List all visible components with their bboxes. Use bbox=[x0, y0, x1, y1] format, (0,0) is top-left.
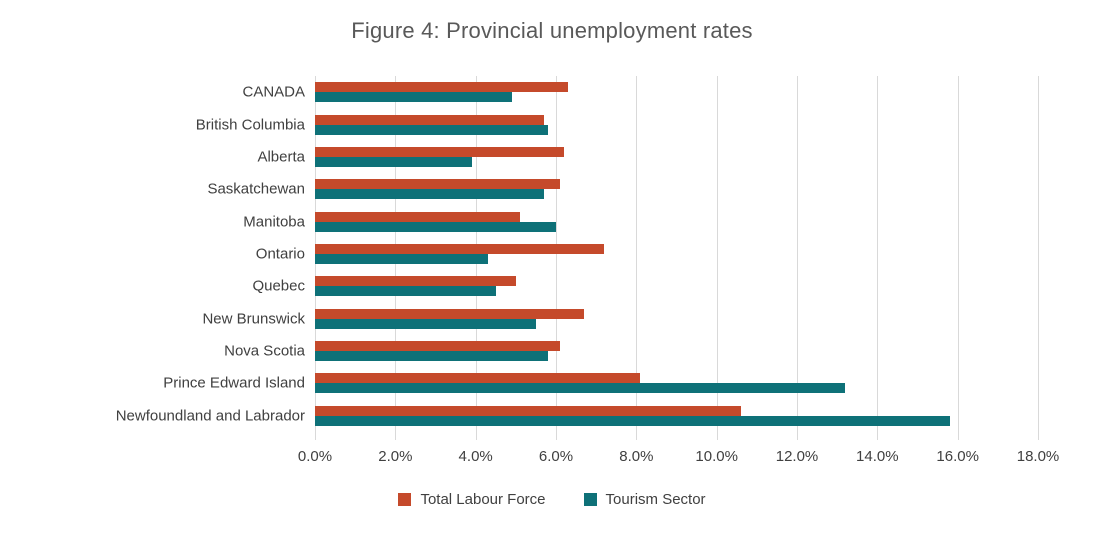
bar-total-labour-force bbox=[315, 276, 516, 287]
gridline bbox=[636, 76, 638, 432]
category-label: CANADA bbox=[242, 83, 305, 101]
bar-row bbox=[315, 76, 1038, 108]
axis-tick bbox=[636, 432, 638, 440]
bar-tourism-sector bbox=[315, 415, 950, 426]
bar-total-labour-force bbox=[315, 82, 569, 93]
axis-tick bbox=[957, 432, 959, 440]
category-label: British Columbia bbox=[195, 116, 305, 134]
category-axis: CANADA British Columbia Alberta Saskatchewa… bbox=[0, 76, 305, 432]
legend-swatch-tourism-sector bbox=[583, 493, 597, 506]
legend-label: Total Labour Force bbox=[420, 491, 546, 508]
bar-tourism-sector bbox=[315, 124, 548, 135]
gridline bbox=[556, 76, 557, 432]
chart-title: Figure 4: Provincial unemployment rates bbox=[351, 18, 753, 43]
bar-tourism-sector bbox=[315, 351, 548, 362]
bar-row bbox=[315, 205, 1038, 237]
x-tick-label: 4.0% bbox=[458, 448, 493, 465]
x-tick-label: 10.0% bbox=[695, 448, 738, 465]
legend-item-tourism-sector: Tourism Sector bbox=[583, 491, 706, 508]
legend: Total Labour Force Tourism Sector bbox=[0, 491, 1104, 508]
bar-total-labour-force bbox=[315, 308, 585, 319]
legend-swatch-total-labour-force bbox=[398, 493, 412, 506]
bar-tourism-sector bbox=[315, 156, 472, 167]
x-tick-label: 0.0% bbox=[297, 448, 333, 465]
x-tick-label: 18.0% bbox=[1016, 448, 1060, 465]
x-tick-label: 16.0% bbox=[936, 448, 979, 465]
bar-row bbox=[315, 108, 1038, 140]
category-label: Alberta bbox=[257, 148, 305, 166]
bar-row bbox=[315, 367, 1038, 399]
category-label: Quebec bbox=[252, 277, 305, 295]
legend-label: Tourism Sector bbox=[605, 491, 706, 508]
bar-row bbox=[315, 335, 1038, 367]
x-tick-label: 2.0% bbox=[378, 448, 413, 465]
bar-total-labour-force bbox=[315, 243, 605, 254]
bar-total-labour-force bbox=[315, 405, 741, 416]
plot-area bbox=[315, 76, 1039, 440]
axis-tick bbox=[716, 432, 718, 440]
bar-total-labour-force bbox=[315, 373, 641, 384]
bar-tourism-sector bbox=[315, 189, 544, 200]
bar-tourism-sector bbox=[315, 383, 846, 394]
axis-tick bbox=[315, 432, 316, 440]
bar-total-labour-force bbox=[315, 114, 544, 125]
value-axis: 0.0% 2.0% 4.0% 6.0% 8.0% 10.0% 12.0% 14.0% 16.0%… bbox=[298, 448, 1059, 468]
gridline bbox=[716, 76, 718, 432]
bar-tourism-sector bbox=[315, 92, 512, 103]
category-label: Nova Scotia bbox=[224, 342, 305, 360]
category-label: Ontario bbox=[255, 245, 305, 263]
gridline bbox=[797, 76, 798, 432]
category-label: Prince Edward Island bbox=[163, 374, 305, 392]
axis-tick bbox=[395, 432, 397, 440]
category-label: Manitoba bbox=[243, 213, 305, 231]
bar-tourism-sector bbox=[315, 221, 556, 232]
bar-row bbox=[315, 173, 1038, 205]
bar-tourism-sector bbox=[315, 253, 488, 264]
category-label: Saskatchewan bbox=[207, 180, 305, 198]
bar-row bbox=[315, 238, 1038, 270]
x-tick-label: 6.0% bbox=[538, 448, 574, 465]
gridline bbox=[957, 76, 959, 432]
bar-row bbox=[315, 270, 1038, 302]
bar-tourism-sector bbox=[315, 286, 496, 297]
category-label: Newfoundland and Labrador bbox=[115, 407, 305, 425]
gridline bbox=[1038, 76, 1039, 432]
legend-item-total-labour-force: Total Labour Force bbox=[398, 491, 546, 508]
bar-total-labour-force bbox=[315, 179, 561, 190]
bar-total-labour-force bbox=[315, 146, 565, 157]
axis-tick bbox=[877, 432, 879, 440]
axis-tick bbox=[475, 432, 477, 440]
bar-row bbox=[315, 303, 1038, 335]
bar-row bbox=[315, 141, 1038, 173]
x-tick-label: 12.0% bbox=[775, 448, 819, 465]
bar-total-labour-force bbox=[315, 211, 520, 222]
gridline bbox=[877, 76, 879, 432]
axis-tick bbox=[1038, 432, 1039, 440]
x-tick-label: 14.0% bbox=[856, 448, 899, 465]
bar-total-labour-force bbox=[315, 341, 561, 352]
category-label: New Brunswick bbox=[202, 310, 305, 328]
axis-tick bbox=[797, 432, 798, 440]
bar-tourism-sector bbox=[315, 318, 536, 329]
axis-tick bbox=[556, 432, 557, 440]
x-tick-label: 8.0% bbox=[619, 448, 654, 465]
bar-row bbox=[315, 400, 1038, 432]
